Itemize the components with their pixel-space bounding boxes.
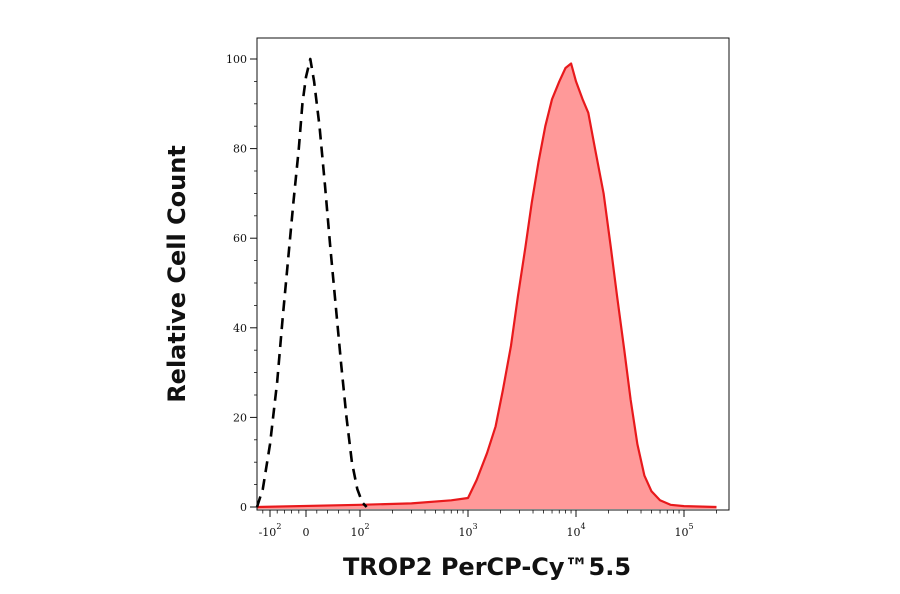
y-tick-label: 80 — [233, 143, 247, 156]
y-tick-label: 100 — [226, 53, 247, 66]
x-tick-label: 102 — [350, 522, 369, 539]
y-axis: 0 20 40 60 80 100 — [226, 53, 257, 514]
x-tick-label: 105 — [674, 522, 693, 539]
x-tick-label: 103 — [458, 522, 477, 539]
x-tick-label: -102 — [259, 522, 282, 539]
y-tick-label: 60 — [233, 232, 247, 245]
y-tick-label: 20 — [233, 411, 247, 424]
y-tick-label: 40 — [233, 322, 247, 335]
x-tick-label: 0 — [303, 526, 310, 539]
series-trop2-layer — [256, 62, 717, 509]
series-control-layer — [255, 57, 368, 508]
y-tick-label: 0 — [240, 501, 247, 514]
series-0-line — [255, 57, 368, 508]
series-1-area — [257, 63, 717, 509]
series-1-line — [256, 62, 717, 509]
x-axis-title: TROP2 PerCP-Cy™5.5 — [343, 553, 631, 581]
plot-frame — [256, 37, 730, 511]
y-axis-title: Relative Cell Count — [163, 145, 191, 403]
x-tick-label: 104 — [566, 522, 585, 539]
x-axis: -102 0 102 103 104 105 — [259, 510, 717, 539]
